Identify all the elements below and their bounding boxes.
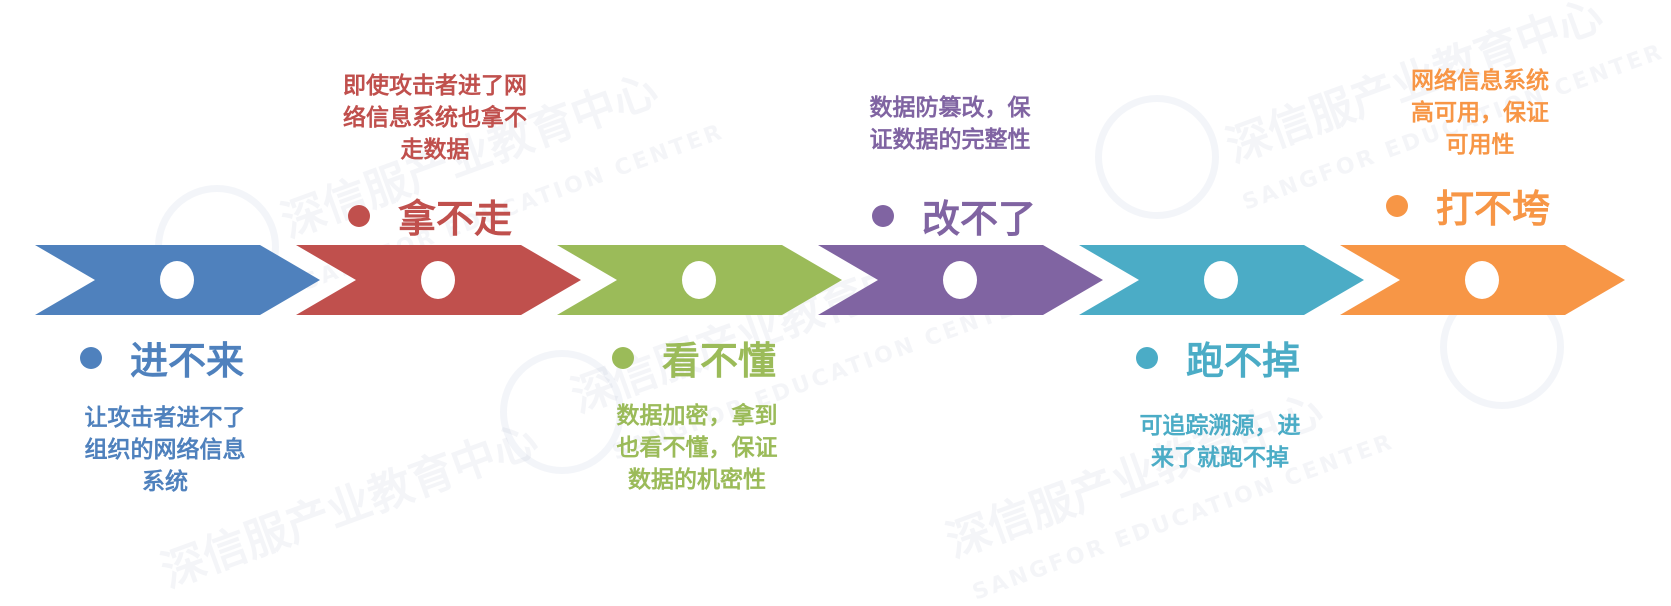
stage-2-title: 拿不走	[398, 197, 513, 241]
stage-2-label: 拿不走	[348, 188, 512, 243]
stage-6-title: 打不垮	[1436, 187, 1551, 231]
bullet-dot	[1136, 346, 1158, 369]
stage-5-label: 跑不掉	[1136, 330, 1300, 385]
stage-1-title: 进不来	[130, 339, 245, 383]
chevron-track	[35, 245, 1625, 315]
chevron-5	[1079, 245, 1364, 315]
bullet-dot	[80, 346, 102, 369]
chevron-6	[1340, 245, 1625, 315]
stage-5-title: 跑不掉	[1186, 339, 1301, 383]
chevron-circle	[160, 261, 194, 299]
chevron-circle	[421, 261, 455, 299]
chevron-circle	[943, 261, 977, 299]
stage-3-title: 看不懂	[662, 339, 777, 383]
stage-1-label: 进不来	[80, 330, 244, 385]
stage-3-label: 看不懂	[612, 330, 776, 385]
stage-4-desc: 数据防篡改，保 证数据的完整性	[869, 95, 1031, 153]
chevron-3	[557, 245, 842, 315]
chevron-2	[296, 245, 581, 315]
stage-2-desc: 即使攻击者进了网 络信息系统也拿不 走数据	[343, 73, 527, 163]
chevron-circle	[1465, 261, 1499, 299]
chevron-1	[35, 245, 320, 315]
stage-6-desc: 网络信息系统 高可用，保证 可用性	[1411, 68, 1549, 158]
stage-4-title: 改不了	[922, 197, 1037, 241]
chevron-circle	[682, 261, 716, 299]
stage-1-desc: 让攻击者进不了 组织的网络信息 系统	[84, 405, 246, 495]
bullet-dot	[612, 346, 634, 369]
stage-3-desc: 数据加密，拿到 也看不懂，保证 数据的机密性	[616, 403, 778, 493]
chevron-4	[818, 245, 1103, 315]
chevron-circle	[1204, 261, 1238, 299]
stage-5-desc: 可追踪溯源，进 来了就跑不掉	[1139, 413, 1301, 471]
bullet-dot	[872, 204, 894, 227]
bullet-dot	[1386, 194, 1408, 217]
bullet-dot	[348, 204, 370, 227]
stage-4-label: 改不了	[872, 188, 1036, 243]
stage-6-label: 打不垮	[1386, 178, 1550, 233]
